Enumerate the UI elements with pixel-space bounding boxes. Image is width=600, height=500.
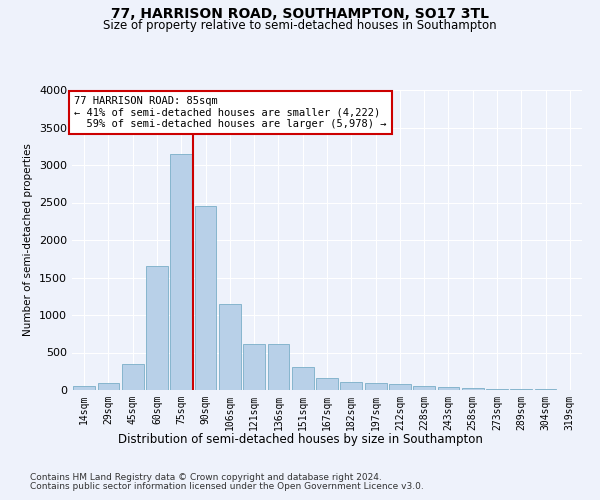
Text: 77, HARRISON ROAD, SOUTHAMPTON, SO17 3TL: 77, HARRISON ROAD, SOUTHAMPTON, SO17 3TL bbox=[111, 8, 489, 22]
Bar bbox=[340, 382, 362, 390]
Bar bbox=[292, 367, 314, 390]
Bar bbox=[146, 266, 168, 390]
Bar bbox=[462, 388, 484, 390]
Bar bbox=[316, 378, 338, 390]
Text: Distribution of semi-detached houses by size in Southampton: Distribution of semi-detached houses by … bbox=[118, 432, 482, 446]
Bar bbox=[389, 384, 411, 390]
Text: Size of property relative to semi-detached houses in Southampton: Size of property relative to semi-detach… bbox=[103, 19, 497, 32]
Text: Contains HM Land Registry data © Crown copyright and database right 2024.: Contains HM Land Registry data © Crown c… bbox=[30, 472, 382, 482]
Text: Contains public sector information licensed under the Open Government Licence v3: Contains public sector information licen… bbox=[30, 482, 424, 491]
Bar bbox=[365, 382, 386, 390]
Bar bbox=[486, 389, 508, 390]
Bar bbox=[73, 386, 95, 390]
Bar bbox=[413, 386, 435, 390]
Bar bbox=[268, 344, 289, 390]
Bar bbox=[219, 304, 241, 390]
Bar bbox=[97, 382, 119, 390]
Bar bbox=[194, 206, 217, 390]
Y-axis label: Number of semi-detached properties: Number of semi-detached properties bbox=[23, 144, 34, 336]
Bar bbox=[122, 364, 143, 390]
Text: 77 HARRISON ROAD: 85sqm
← 41% of semi-detached houses are smaller (4,222)
  59% : 77 HARRISON ROAD: 85sqm ← 41% of semi-de… bbox=[74, 96, 387, 129]
Bar bbox=[511, 389, 532, 390]
Bar bbox=[437, 387, 460, 390]
Bar bbox=[243, 344, 265, 390]
Bar bbox=[170, 154, 192, 390]
